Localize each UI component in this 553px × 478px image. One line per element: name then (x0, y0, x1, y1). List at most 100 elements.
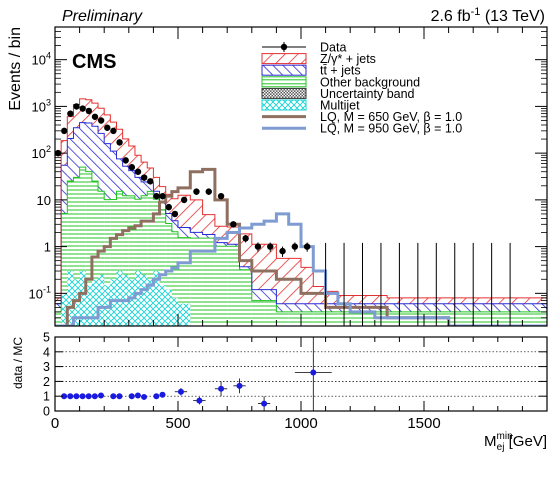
legend-label: LQ, M = 950 GeV, β = 1.0 (320, 122, 462, 136)
stack-bin-ttbar (171, 220, 178, 232)
legend-entry-ttbar: tt̄ + jets (261, 64, 361, 78)
ratio-point (116, 393, 123, 400)
data-point (165, 203, 172, 211)
stack-other (55, 167, 547, 326)
stack-bin-multijet (98, 274, 105, 326)
preliminary-label: Preliminary (62, 8, 143, 25)
stack-bin-ttbar (497, 303, 511, 312)
ratio-points (61, 337, 332, 411)
ratio-point (159, 391, 166, 398)
ratio-y-tick-label: 1 (43, 390, 50, 404)
stack-bin-other (350, 311, 363, 326)
x-tick-label: 500 (165, 415, 190, 432)
stack-bin-multijet (73, 279, 80, 326)
stack-bin-ttbar (436, 303, 449, 312)
stack-bin-other (159, 209, 166, 286)
ratio-grid (55, 351, 547, 397)
stack-bin-other (116, 191, 123, 272)
stack-bin-other (98, 191, 105, 275)
stack-bin-other (104, 199, 111, 286)
main-panel: 10-1 1 10 102 103 104 CMS Events / bin DataZ/… (7, 26, 548, 327)
stack-bin-other (73, 177, 80, 280)
data-point (104, 124, 111, 132)
legend-entry-unc: Uncertainty band (261, 87, 415, 101)
stack-bin-other (473, 311, 486, 326)
stack-bin-ttbar (522, 303, 535, 312)
stack-bin-multijet (91, 279, 99, 326)
stack-bin-multijet (104, 285, 111, 326)
stack-bin-ttbar (239, 266, 252, 270)
stack-bin-zjets (276, 258, 289, 304)
stack-bin-ttbar (122, 166, 129, 196)
stack-bin-ttbar (165, 213, 172, 224)
data-point (97, 117, 105, 124)
data-point (122, 157, 129, 164)
stack-bin-zjets (122, 138, 129, 167)
ratio-y-tick-label: 0 (43, 405, 50, 419)
stack-bin-zjets (251, 244, 265, 290)
stack-bin-zjets (424, 297, 437, 304)
stack-bin-ttbar (473, 303, 486, 312)
stack-bin-zjets (239, 233, 252, 267)
stack-bin-zjets (190, 199, 203, 233)
ratio-point (193, 396, 206, 405)
stack-bin-other (122, 195, 129, 275)
ratio-point (79, 393, 86, 400)
stack-bin-zjets (202, 214, 215, 235)
stack-bin-zjets (399, 297, 412, 304)
stack-bin-ttbar (67, 138, 74, 182)
stack-bin-other (141, 195, 148, 275)
stack-bin-zjets (165, 194, 172, 214)
ratio-point (214, 381, 228, 397)
stack-bin-other (55, 311, 62, 326)
stack-bin-ttbar (251, 289, 265, 301)
data-point (73, 103, 80, 110)
stack-bin-other (147, 191, 154, 280)
ratio-point (233, 378, 246, 394)
stack-bin-zjets (460, 297, 474, 304)
data-point (91, 113, 99, 121)
stack-bin-zjets (473, 297, 486, 304)
stack-bin-zjets (350, 295, 363, 304)
stack-bin-other (497, 311, 511, 326)
stack-bin-zjets (110, 122, 117, 152)
stack-bin-ttbar (85, 123, 92, 172)
main-histograms (55, 98, 547, 326)
stack-bin-ttbar (313, 303, 326, 312)
stack-bin-zjets (534, 297, 547, 304)
stack-bin-multijet (178, 303, 191, 326)
data-point (205, 188, 212, 195)
stack-bin-ttbar (399, 303, 412, 312)
ratio-point (174, 388, 188, 396)
stack-bin-zjets (264, 244, 277, 290)
stack-bin-zjets (436, 297, 449, 304)
ratio-point (140, 393, 148, 400)
stack-bin-multijet (147, 279, 154, 326)
data-point (147, 178, 154, 185)
stack-bin-other (153, 199, 160, 272)
signal-lq950 (55, 212, 547, 326)
stack-bin-ttbar (128, 170, 135, 196)
stack-bin-zjets (153, 177, 160, 192)
stack-bin-ttbar (147, 182, 154, 192)
legend-label: Multijet (320, 99, 360, 113)
stack-bin-multijet (134, 271, 142, 326)
stack-bin-ttbar (510, 303, 523, 312)
stack-bin-ttbar (227, 244, 240, 247)
stack-bin-zjets (128, 145, 135, 171)
ratio-x-ticks: 0 500 1000 1500 (51, 337, 548, 432)
data-point (180, 196, 188, 204)
data-points (55, 103, 511, 326)
stack-bin-multijet (159, 285, 166, 326)
stack-bin-other (276, 311, 289, 326)
stack-bin-other (202, 238, 215, 326)
stack-bin-other (313, 311, 326, 326)
x-tick-label: 0 (51, 415, 59, 432)
stack-bin-other (165, 223, 172, 290)
stack-bin-other (214, 246, 228, 326)
stack-bin-zjets (227, 227, 240, 245)
luminosity-label: 2.6 fb-1 (13 TeV) (431, 6, 545, 25)
stack-bin-ttbar (178, 227, 191, 238)
stack-bin-zjets (387, 297, 400, 304)
